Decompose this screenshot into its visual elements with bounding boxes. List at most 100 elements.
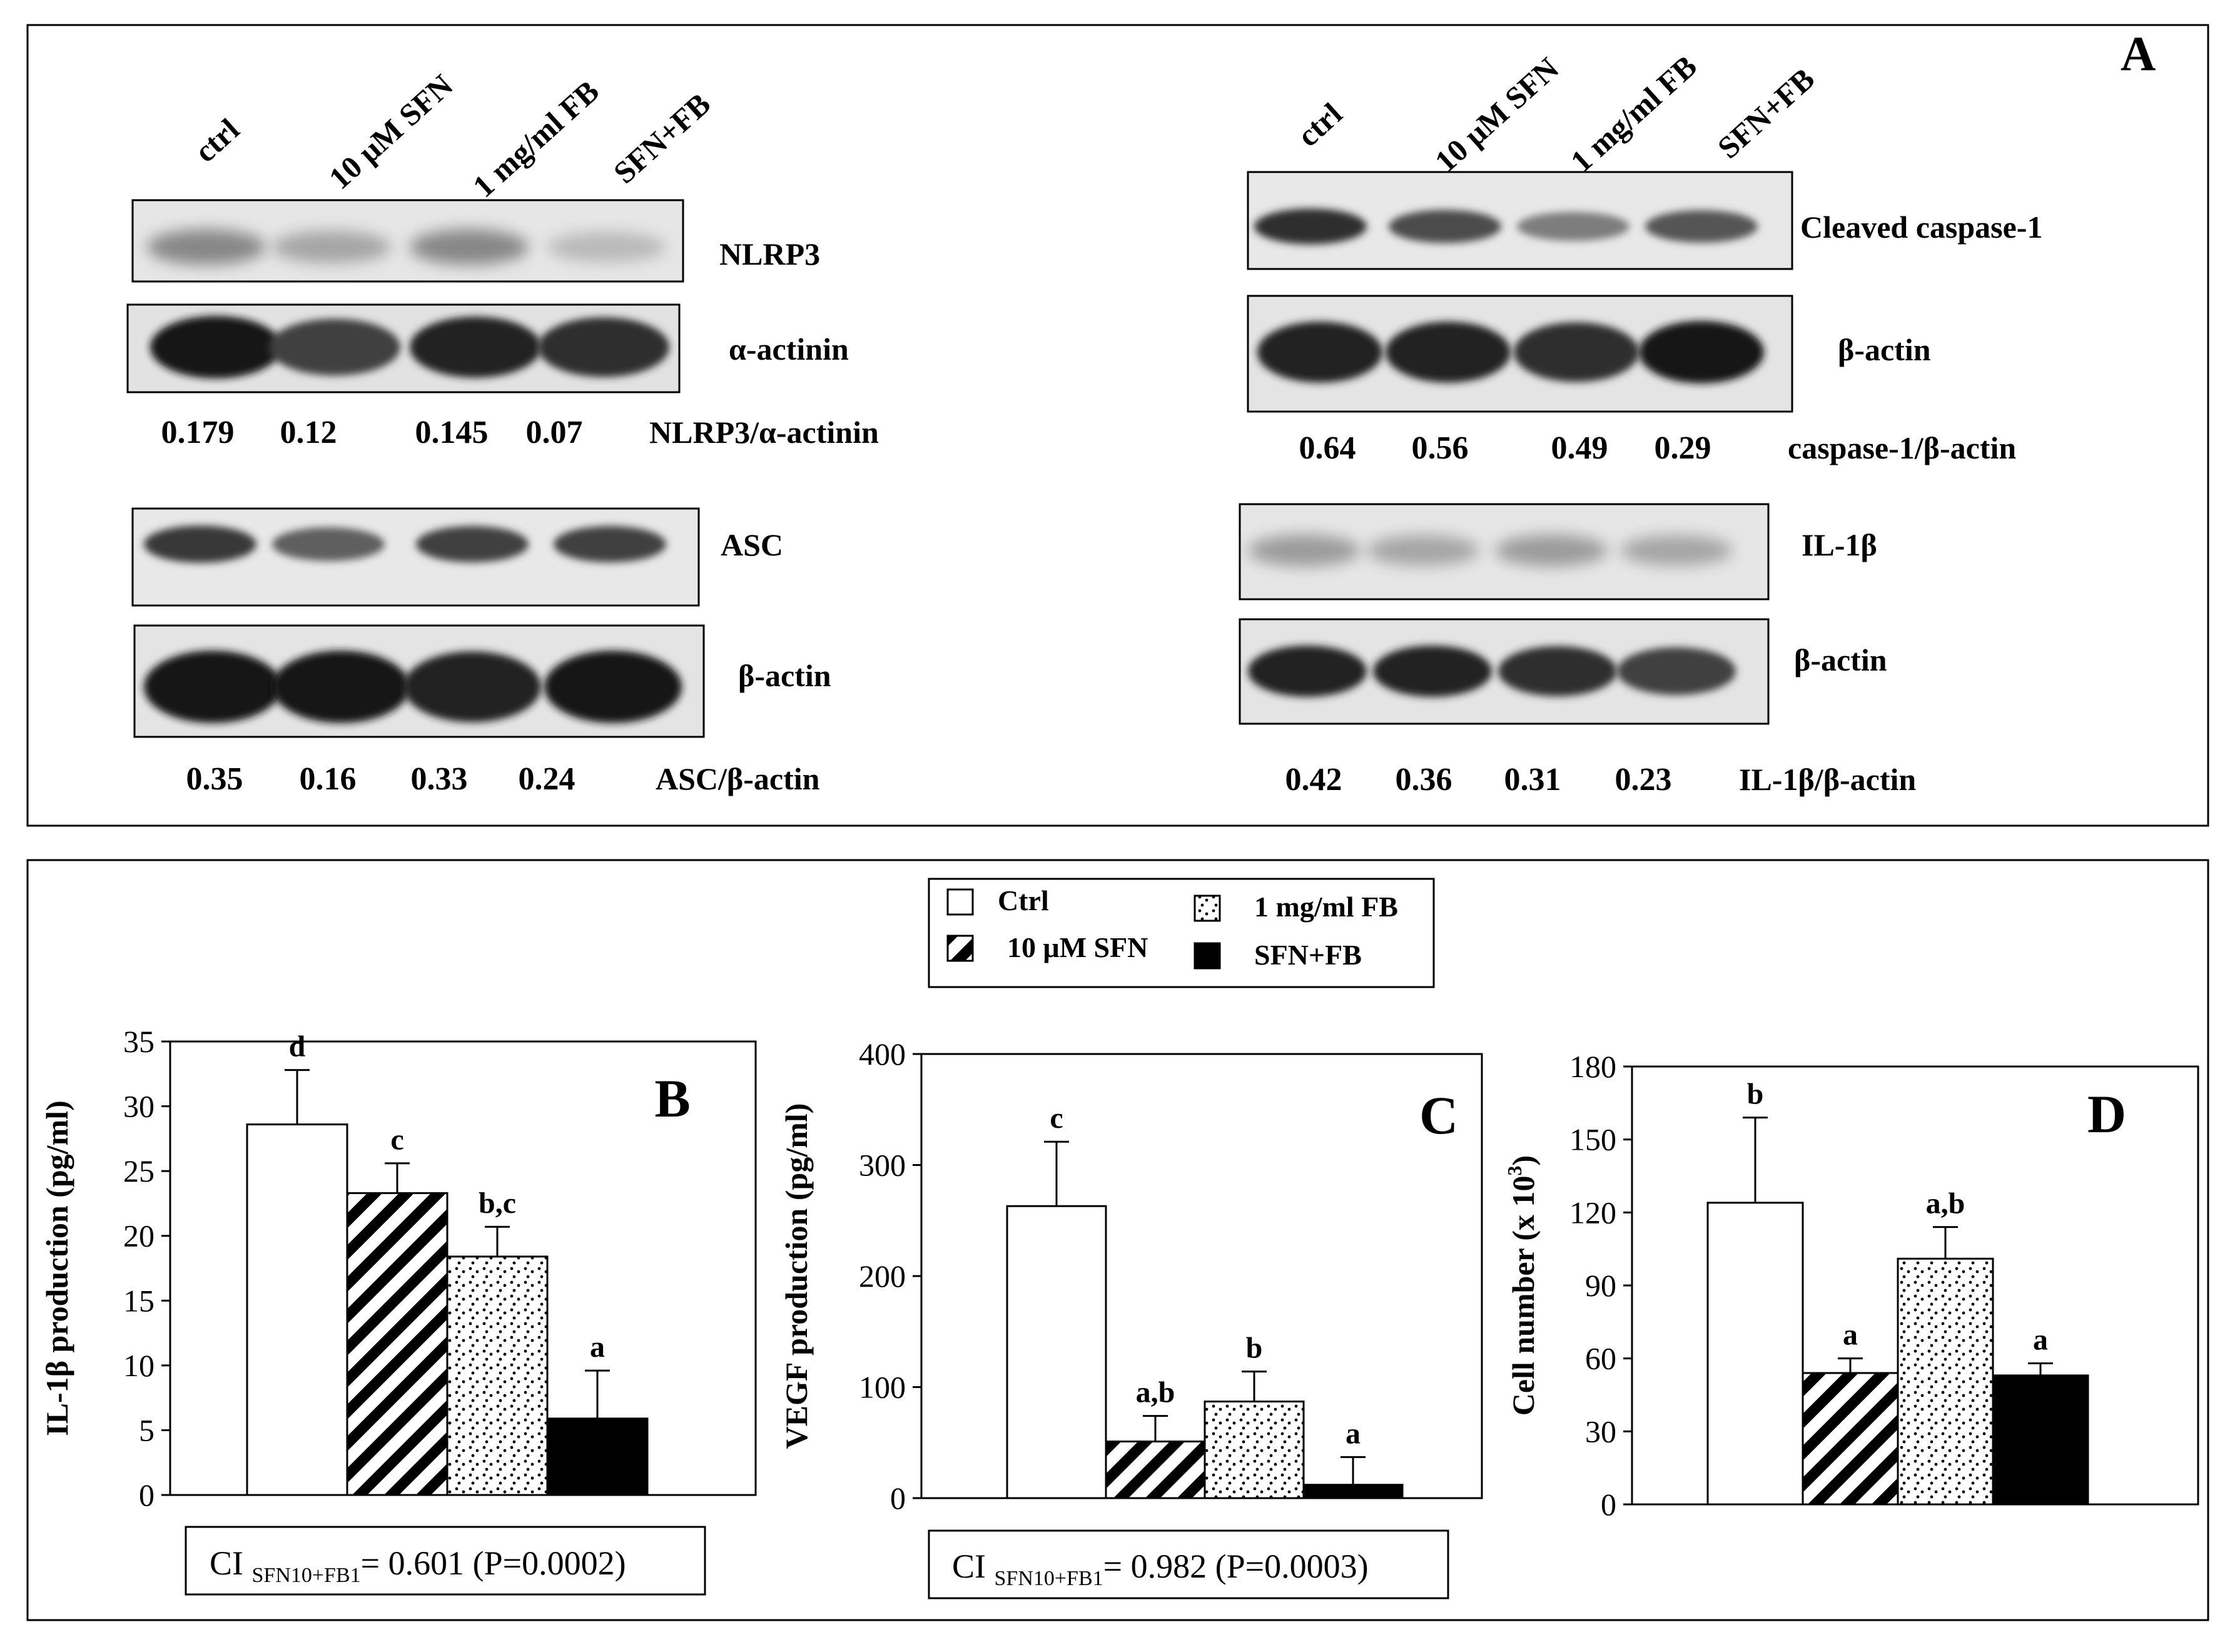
blot-nlrp3 — [131, 199, 684, 283]
lane-label-ctrl: ctrl — [188, 111, 246, 169]
legend-swatch-ctrl — [946, 888, 974, 916]
ratio-value-1: 0.64 — [1299, 430, 1356, 466]
ci-box-b — [185, 1526, 706, 1596]
significance-label: a — [1843, 1319, 1858, 1352]
ci-text-c: CI SFN10+FB1= 0.982 (P=0.0003) — [952, 1548, 1369, 1590]
ci-text-b: CI SFN10+FB1= 0.601 (P=0.0002) — [210, 1544, 626, 1587]
label-actinin: α-actinin — [729, 332, 849, 367]
y-tick-label: 15 — [123, 1283, 155, 1318]
band-lane-1 — [147, 229, 266, 265]
band-lane-3 — [410, 229, 529, 265]
label-beta-actin-right-2: β-actin — [1794, 642, 1887, 677]
bar-ctrl — [246, 1123, 348, 1496]
label-caspase-ratio: caspase-1/β-actin — [1788, 430, 2016, 465]
ratio-value-2: 0.56 — [1412, 430, 1469, 466]
ratio-value-4: 0.07 — [526, 415, 583, 450]
bar-1-mg-ml-fb — [446, 1255, 549, 1496]
band-lane-3 — [1498, 646, 1617, 697]
blot-beta-actin-left — [133, 624, 705, 738]
plot-frame — [920, 1053, 1483, 1499]
ci-value-c: = 0.982 (P=0.0003) — [1103, 1548, 1369, 1585]
significance-label: d — [289, 1030, 306, 1063]
ratio-value-3: 0.33 — [411, 761, 468, 797]
band-lane-4 — [554, 525, 666, 563]
ratio-value-4: 0.23 — [1615, 762, 1672, 798]
ratio-value-4: 0.24 — [519, 761, 575, 797]
label-beta-actin-left: β-actin — [738, 658, 831, 693]
significance-label: a,b — [1926, 1187, 1965, 1220]
lane-label-sfn-fb: SFN+FB — [1711, 61, 1821, 166]
legend-swatch-sfn-fb — [1194, 942, 1221, 970]
band-lane-4 — [1617, 647, 1736, 696]
bar-10-m-sfn — [1105, 1440, 1206, 1499]
y-axis-label-end: ) — [1506, 1155, 1541, 1166]
band-lane-4 — [547, 231, 666, 263]
legend-box — [928, 878, 1435, 988]
right-ratio1-values: 0.64 0.56 0.49 0.29 — [1299, 430, 1711, 466]
band-lane-4 — [1645, 210, 1758, 243]
y-axis-label-text: VEGF production (pg/ml) — [779, 1103, 814, 1449]
chart-d: 0 30 60 90 120 150 180 b a a,b a D Cell number (x 10… — [1503, 1049, 2199, 1522]
bar-sfn-fb — [546, 1417, 649, 1496]
blot-il-1b — [1239, 503, 1770, 600]
y-tick-label: 10 — [123, 1348, 155, 1383]
blot-asc — [131, 507, 700, 607]
y-tick-label: 0 — [1601, 1487, 1616, 1522]
ratio-value-1: 0.35 — [186, 761, 243, 797]
y-tick-label: 400 — [859, 1036, 906, 1072]
panel-letter: C — [1419, 1085, 1458, 1145]
band-lane-2 — [1386, 322, 1511, 383]
legend-label-1-mg-ml-fb: 1 mg/ml FB — [1254, 891, 1398, 923]
label-il1b-ratio: IL-1β/β-actin — [1739, 762, 1916, 797]
blot-actinin — [126, 303, 681, 393]
band-lane-3 — [416, 525, 529, 563]
y-tick-label: 200 — [859, 1259, 906, 1294]
band-lane-2 — [272, 230, 391, 264]
ci-box-c — [928, 1529, 1449, 1599]
right-lane-labels: ctrl 10 μM SFN1 mg/ml FB SFN+FB — [1290, 48, 1821, 179]
significance-label: b — [1747, 1078, 1764, 1111]
lane-label-1-mg-ml-fb: 1 mg/ml FB — [466, 73, 606, 204]
y-axis-label-text: IL-1β production (pg/ml) — [39, 1100, 74, 1436]
label-il-1b: IL-1β — [1802, 527, 1877, 562]
y-tick-label: 5 — [139, 1412, 155, 1447]
y-tick-label: 300 — [859, 1148, 906, 1183]
bar-ctrl — [1006, 1205, 1107, 1499]
y-tick-label: 180 — [1569, 1049, 1616, 1084]
y-tick-label: 30 — [123, 1089, 155, 1124]
y-axis-label: Cell number (x 103) — [1503, 1155, 1541, 1416]
lane-label-10-m-sfn: 10 μM SFN — [1428, 51, 1566, 180]
significance-label: a — [2033, 1323, 2048, 1356]
ci-value-b: = 0.601 (P=0.0002) — [361, 1544, 626, 1582]
band-lane-4 — [1639, 321, 1764, 383]
left-ratio1-values: 0.179 0.12 0.145 0.07 — [161, 415, 583, 450]
legend-label-10-m-sfn: 10 μM SFN — [1007, 931, 1148, 963]
significance-label: c — [390, 1123, 403, 1157]
panel-letter: D — [2087, 1084, 2126, 1144]
band-lane-2 — [1373, 645, 1492, 697]
band-lane-3 — [403, 651, 541, 722]
ratio-value-2: 0.12 — [280, 415, 337, 450]
band-lane-1 — [1254, 208, 1367, 245]
blot-beta-actin-right-1 — [1247, 295, 1793, 413]
panel-a-frame — [26, 24, 2209, 827]
label-beta-actin-right-1: β-actin — [1838, 332, 1931, 367]
ci-sub-b: SFN10+FB1 — [252, 1564, 361, 1587]
band-lane-4 — [544, 651, 682, 723]
y-tick-label: 25 — [123, 1153, 155, 1188]
band-lane-3 — [1495, 534, 1608, 567]
blot-beta-actin-right-2 — [1239, 618, 1770, 725]
band-lane-3 — [410, 317, 541, 378]
lane-label-ctrl: ctrl — [1290, 96, 1349, 153]
label-nlrp3-ratio: NLRP3/α-actinin — [649, 415, 879, 450]
y-tick-label: 60 — [1585, 1341, 1616, 1376]
ci-sub-c: SFN10+FB1 — [995, 1567, 1103, 1590]
ci-prefix-b: CI — [210, 1544, 252, 1582]
band-lane-3 — [1514, 322, 1639, 382]
legend-label-ctrl: Ctrl — [998, 884, 1049, 916]
y-tick-label: 90 — [1585, 1268, 1616, 1303]
band-lane-1 — [1248, 534, 1361, 567]
band-lane-2 — [272, 651, 410, 723]
label-cleaved-caspase-1: Cleaved caspase-1 — [1800, 210, 2042, 245]
